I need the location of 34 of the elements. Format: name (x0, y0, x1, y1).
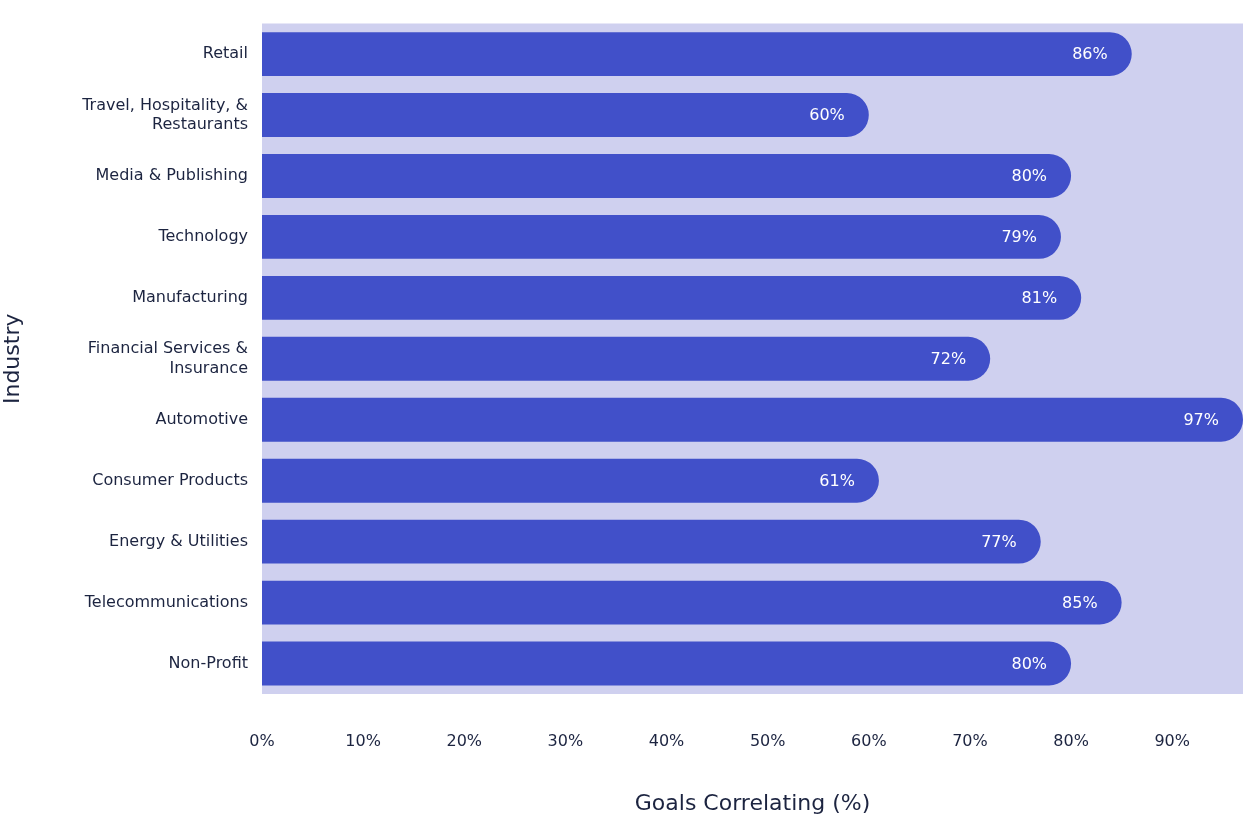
y-tick-label: Financial Services & Insurance (87, 338, 248, 377)
x-tick-label: 90% (1154, 730, 1190, 750)
y-tick-label: Retail (202, 43, 248, 63)
data-label: 80% (1011, 166, 1048, 186)
data-label: 86% (1072, 44, 1108, 64)
x-tick-label: 70% (952, 730, 988, 750)
data-label: 77% (981, 531, 1017, 551)
x-tick-label: 50% (749, 730, 786, 750)
data-label: 72% (930, 348, 967, 368)
data-label: 61% (819, 470, 855, 490)
y-tick-label: Travel, Hospitality, & Restaurants (81, 94, 248, 133)
y-tick-label: Automotive (155, 408, 248, 428)
x-tick-label: 80% (1053, 730, 1089, 750)
x-axis-title: Goals Correlating (%) (634, 789, 871, 815)
y-tick-label: Manufacturing (132, 287, 248, 307)
data-label: 81% (1021, 288, 1058, 308)
y-tick-label: Media & Publishing (95, 165, 248, 185)
data-label: 80% (1011, 653, 1048, 673)
y-tick-label: Technology (157, 226, 248, 246)
y-axis-title: Industry (0, 313, 24, 405)
y-tick-label: Energy & Utilities (109, 530, 248, 550)
y-tick-label: Non-Profit (168, 652, 248, 672)
data-label: 60% (809, 105, 845, 125)
x-tick-label: 60% (851, 730, 887, 750)
x-tick-label: 0% (249, 730, 275, 750)
y-tick-label: Telecommunications (83, 591, 248, 611)
x-tick-label: 30% (547, 730, 584, 750)
data-label: 85% (1062, 592, 1098, 612)
x-tick-label: 10% (345, 730, 381, 750)
x-tick-label: 40% (648, 730, 685, 750)
x-tick-label: 20% (446, 730, 483, 750)
data-label: 97% (1183, 409, 1219, 429)
data-label: 79% (1001, 227, 1037, 247)
y-tick-label: Consumer Products (92, 469, 248, 489)
